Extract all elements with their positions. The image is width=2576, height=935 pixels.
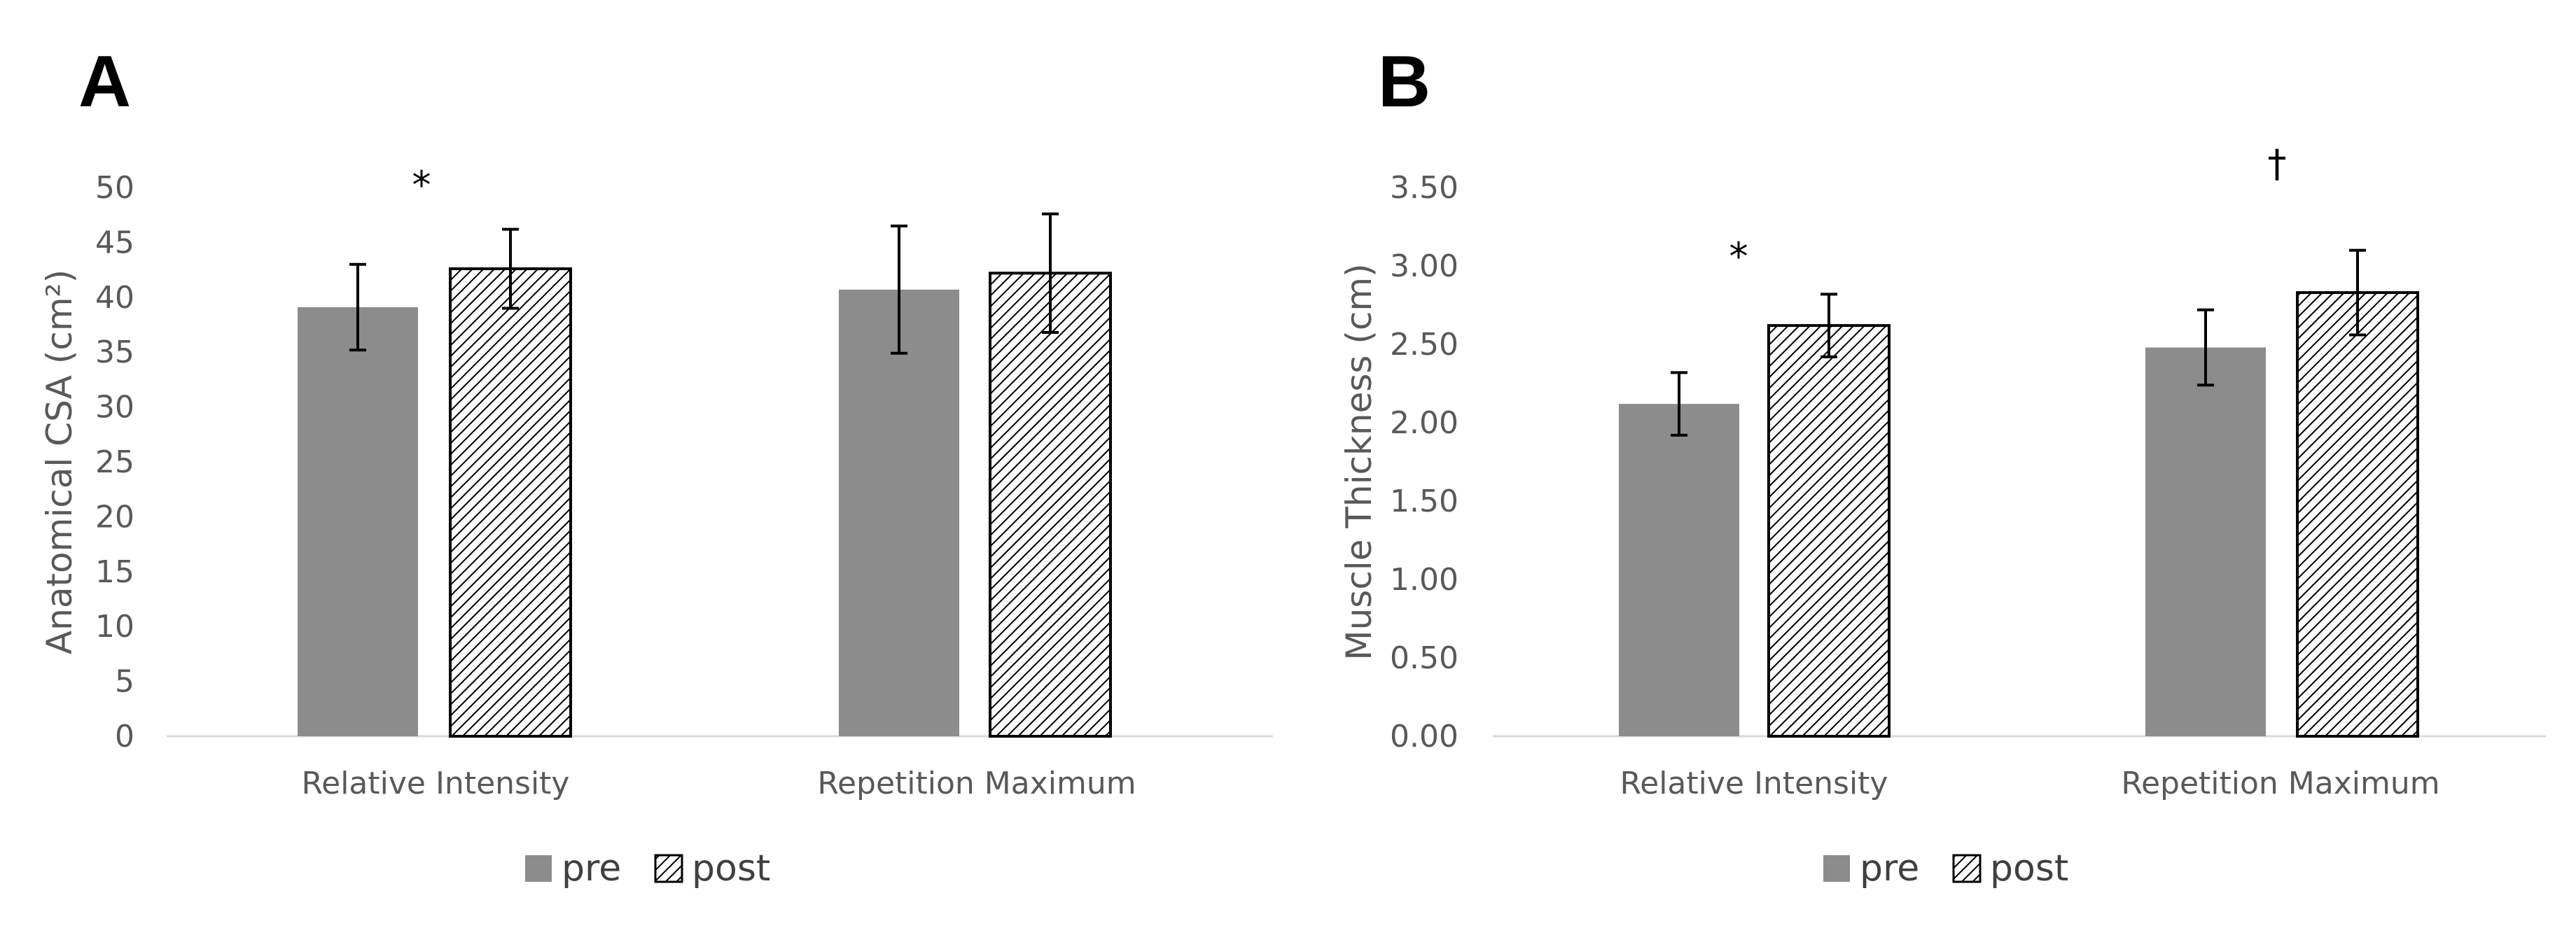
y-tick-label: 2.50: [1390, 327, 1458, 363]
legend: pre post: [525, 848, 770, 890]
error-bar-pre: [891, 224, 907, 355]
y-tick-label: 2.00: [1390, 405, 1458, 441]
y-tick-label: 5: [115, 664, 134, 700]
error-bar-pre: [1671, 371, 1687, 437]
y-tick-label: 20: [95, 499, 134, 535]
bar-post: [989, 272, 1112, 738]
y-tick-label: 3.50: [1390, 170, 1458, 206]
y-tick-label: 15: [95, 554, 134, 590]
y-tick-label: 10: [95, 609, 134, 645]
error-bar-post: [502, 227, 519, 310]
chart-panel-A: A 0 5 10 15 20 25 30 35 40 45 50 Anatomical CSA (cm²…: [39, 41, 1273, 890]
y-tick-label: 45: [95, 225, 134, 260]
y-tick-label: 3.00: [1390, 248, 1458, 284]
panel-letter: A: [78, 41, 131, 122]
error-bar-post: [1820, 293, 1837, 358]
y-axis-label: Anatomical CSA (cm²): [39, 269, 80, 654]
error-bar-post: [2349, 248, 2366, 337]
x-category-label: Repetition Maximum: [2121, 766, 2439, 801]
y-tick-label: 50: [95, 170, 134, 206]
legend-label-pre: pre: [1860, 848, 1919, 890]
y-tick-label: 40: [95, 280, 134, 316]
bar-pre: [298, 307, 418, 736]
chart-panel-B: B 0.00 0.50 1.00 1.50 2.00 2.50 3.00 3.50 Muscle …: [1339, 41, 2546, 890]
y-tick-label: 25: [95, 444, 134, 480]
legend: pre post: [1823, 848, 2068, 890]
y-tick-label: 30: [95, 390, 134, 426]
x-category-label: Relative Intensity: [302, 766, 570, 801]
x-category-label: Relative Intensity: [1620, 766, 1888, 801]
y-tick-label: 0: [115, 719, 134, 754]
legend-label-pre: pre: [562, 848, 621, 890]
y-tick-label: 1.00: [1390, 562, 1458, 598]
legend-swatch-post: [654, 854, 683, 883]
y-tick-label: 35: [95, 335, 134, 370]
significance-marker: *: [1729, 234, 1748, 279]
legend-label-post: post: [1990, 848, 2068, 890]
y-tick-label: 0.00: [1390, 719, 1458, 754]
error-bar-pre: [2197, 308, 2214, 387]
significance-marker: *: [412, 163, 431, 207]
y-tick-label: 0.50: [1390, 640, 1458, 676]
bar-pre: [1619, 404, 1739, 736]
error-bar-post: [1042, 212, 1059, 334]
error-bar-pre: [349, 262, 366, 352]
x-category-label: Repetition Maximum: [817, 766, 1136, 801]
panel-letter: B: [1378, 41, 1430, 122]
bar-post: [449, 267, 572, 738]
legend-swatch-pre: [1823, 855, 1850, 882]
bar-post: [1767, 324, 1891, 738]
legend-swatch-post: [1952, 854, 1982, 883]
y-axis-label: Muscle Thickness (cm): [1339, 263, 1379, 660]
y-tick-label: 1.50: [1390, 484, 1458, 519]
significance-marker: †: [2268, 142, 2287, 186]
bar-pre: [2145, 347, 2266, 737]
legend-swatch-pre: [525, 855, 552, 882]
bar-pre: [839, 289, 959, 737]
legend-label-post: post: [692, 848, 770, 890]
bar-post: [2296, 291, 2419, 738]
